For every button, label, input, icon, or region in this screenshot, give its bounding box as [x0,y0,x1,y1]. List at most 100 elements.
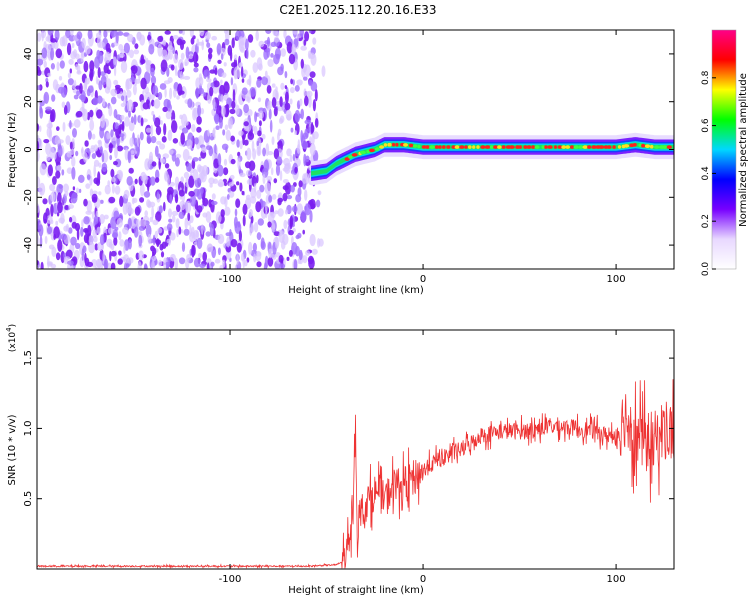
noise-blob [54,30,60,41]
noise-blob [230,77,234,86]
noise-blob [217,247,221,256]
noise-blob [116,145,124,152]
noise-blob [197,87,204,95]
noise-blob [174,176,180,188]
noise-blob [261,76,268,86]
noise-blob [46,155,51,161]
noise-blob [39,163,47,176]
ridge-peak [531,145,535,149]
noise-blob [134,178,138,185]
x-tick-label: 100 [607,274,626,285]
noise-blob [133,49,140,55]
noise-blob [294,85,300,92]
noise-blob [250,215,254,224]
noise-blob [214,143,217,155]
noise-blob [55,48,63,59]
colorbar-tick-label: 0.0 [701,262,711,277]
noise-blob [45,81,49,88]
noise-blob [70,236,77,246]
noise-blob [310,121,314,135]
noise-blob [230,158,236,165]
ridge-peak [554,145,557,149]
snr-panel: -100 0 100 0.5 1.0 1.5 Height of straight li… [5,324,675,596]
noise-blob [164,88,167,98]
noise-blob [83,152,88,163]
noise-blob [97,67,101,79]
noise-blob [113,65,117,77]
noise-blob [103,30,108,38]
noise-blob [288,249,293,257]
noise-blob [216,43,222,55]
noise-blob [50,109,56,122]
noise-blob [271,97,277,109]
noise-blob [275,163,281,176]
noise-blob [128,110,131,118]
noise-blob [78,94,86,101]
ridge-peak [383,143,388,147]
noise-blob [111,184,115,194]
noise-blob [284,71,288,79]
noise-blob [206,262,210,269]
noise-blob [209,86,214,97]
noise-blob [81,146,84,157]
noise-blob [56,126,60,131]
noise-blob [145,60,151,72]
noise-blob [236,139,240,148]
noise-blob [180,176,184,183]
noise-blob [174,193,179,204]
noise-blob [267,221,272,228]
spectrogram-ridge [311,132,674,186]
noise-blob [195,230,199,238]
colorbar-frame [711,29,737,270]
noise-blob [114,226,119,231]
ridge-peak [446,145,451,149]
noise-blob [45,106,52,111]
noise-blob [107,180,111,187]
noise-blob [185,200,192,214]
noise-blob [247,34,254,43]
noise-blob [303,76,308,81]
noise-blob [163,98,170,109]
noise-blob [264,70,268,79]
noise-blob [53,150,57,160]
noise-blob [117,258,123,265]
noise-blob [69,216,73,223]
noise-blob [289,215,294,228]
noise-blob [146,199,151,208]
snr-series-line [37,379,674,569]
noise-blob [242,203,248,215]
noise-blob [276,156,283,166]
noise-blob [257,97,262,103]
noise-blob [71,83,77,90]
noise-blob [289,154,293,163]
noise-blob [145,127,152,133]
noise-blob [39,125,42,132]
noise-blob [277,128,282,136]
noise-blob [117,31,124,36]
noise-blob [268,248,273,259]
noise-blob [57,145,63,158]
ridge-peak [632,143,637,147]
noise-blob [253,182,257,193]
noise-blob [164,163,170,169]
noise-blob [108,196,116,204]
noise-blob [225,129,231,141]
y-tick-label: -20 [23,189,34,205]
noise-blob [211,193,216,200]
noise-blob [240,252,245,262]
noise-blob [61,35,68,47]
noise-blob [304,189,308,201]
noise-blob [43,91,50,104]
noise-blob [178,30,183,34]
y-tick-label: 0 [23,146,34,152]
noise-blob [126,90,132,98]
noise-blob [169,87,173,100]
noise-blob [170,253,176,262]
noise-blob [265,210,268,219]
noise-blob [41,47,48,59]
ridge-peak [509,145,515,149]
noise-blob [167,186,174,196]
noise-blob [238,230,242,242]
ridge-peak [395,142,399,147]
noise-blob [246,147,252,161]
